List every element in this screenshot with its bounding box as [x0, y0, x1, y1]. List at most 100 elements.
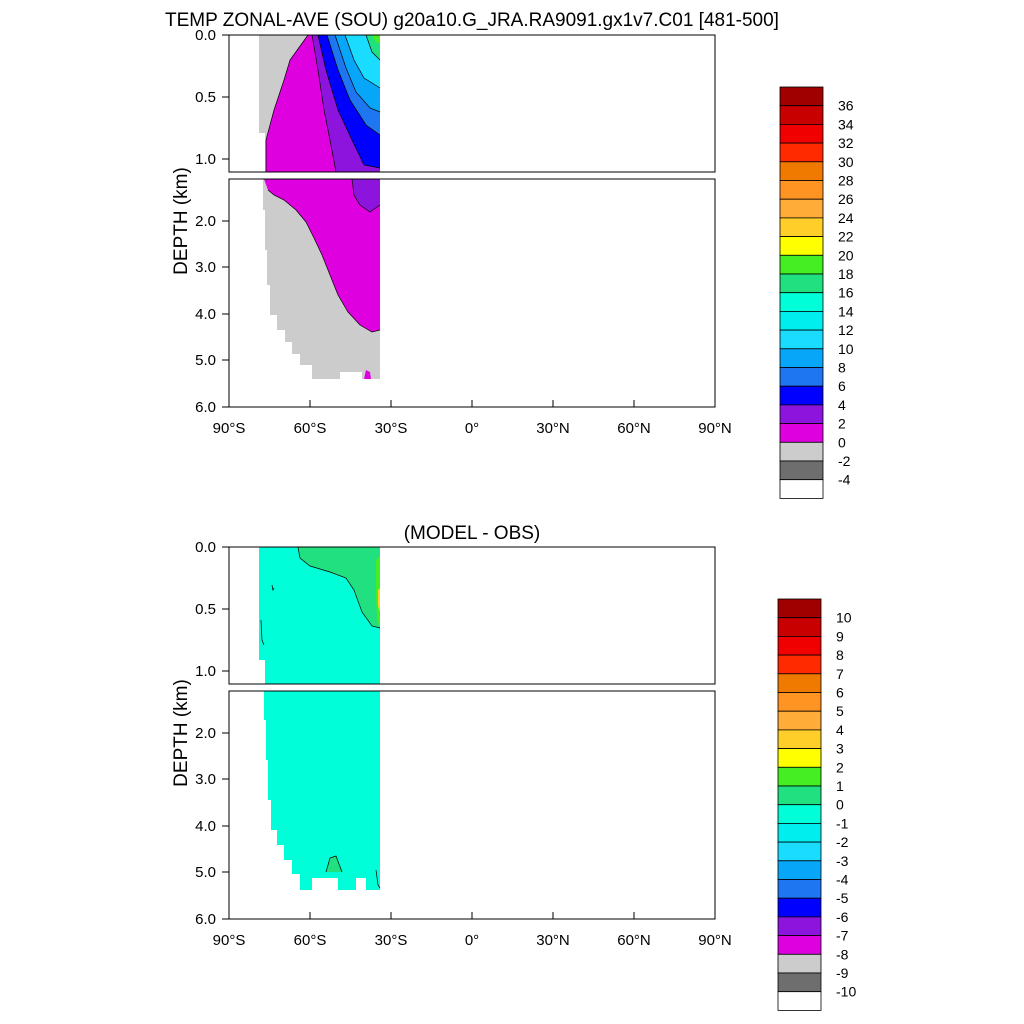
plot2-xtick: 30°S — [375, 932, 408, 949]
colorbar-label: -9 — [836, 965, 849, 981]
region-6-to-8 — [327, 35, 380, 135]
colorbar-swatch — [777, 804, 822, 824]
colorbar-label: -3 — [836, 853, 849, 869]
colorbar-swatch — [777, 617, 822, 637]
plot1-ytick: 0.0 — [195, 27, 216, 44]
plot1-ytick: 0.5 — [195, 89, 216, 106]
colorbar-swatch — [779, 105, 824, 125]
colorbar-swatch — [777, 972, 822, 993]
plot2-ytick: 4.0 — [195, 818, 216, 835]
region-2-to-4-deep — [352, 179, 380, 212]
plot1-ytick: 6.0 — [195, 399, 216, 416]
colorbar-label: 26 — [838, 191, 854, 207]
colorbar-swatch — [777, 785, 822, 806]
colorbar-swatch — [777, 654, 822, 675]
plot2-ytick: 1.0 — [195, 663, 216, 680]
plot1-xtick: 90°N — [698, 420, 732, 437]
plot1-ylabel: DEPTH (km) — [171, 167, 192, 275]
colorbar-label: -8 — [836, 946, 849, 962]
colorbar-swatch — [779, 385, 824, 406]
colorbar-label: 10 — [838, 341, 854, 357]
colorbar-label: -2 — [836, 834, 849, 850]
plot1-xtick: 60°S — [294, 420, 327, 437]
diff-region-0-to-1-blob — [326, 856, 342, 872]
colorbar-label: 2 — [838, 416, 846, 432]
colorbar-swatch — [777, 598, 822, 619]
plot2-y-axis: 0.0 0.5 1.0 2.0 3.0 4.0 5.0 6.0 DEPTH (k… — [171, 539, 229, 928]
colorbar-swatch — [779, 180, 824, 200]
colorbar-label: 1 — [836, 778, 844, 794]
colorbar-swatch — [777, 710, 822, 731]
plot2-upper-frame — [228, 546, 716, 685]
colorbar-swatch — [777, 935, 822, 955]
region-0-to-2 — [266, 35, 336, 172]
plot2-ytick: 3.0 — [195, 771, 216, 788]
plot1-y-axis: 0.0 0.5 1.0 2.0 3.0 4.0 5.0 6.0 DEPTH (k… — [171, 27, 229, 416]
colorbar-swatch — [779, 423, 824, 443]
plot1-xtick: 90°S — [213, 420, 246, 437]
plot2-xtick: 90°S — [213, 932, 246, 949]
plot1-lower-contours — [263, 178, 381, 379]
plot1-upper-frame — [228, 34, 716, 173]
region-8-to-10 — [335, 35, 380, 112]
colorbar-swatch — [777, 841, 822, 862]
plot2-title: (MODEL - OBS) — [404, 523, 541, 544]
colorbar-label: 4 — [838, 397, 846, 413]
plot2-x-axis: 90°S 60°S 30°S 0° 30°N 60°N 90°N — [213, 912, 732, 949]
colorbar-swatch — [779, 404, 824, 424]
colorbar-label: 0 — [838, 434, 846, 450]
colorbar-label: 10 — [836, 610, 852, 626]
colorbar-label: 30 — [838, 154, 854, 170]
plot1-x-axis: 90°S 60°S 30°S 0° 30°N 60°N 90°N — [213, 400, 732, 437]
colorbar-swatch — [779, 367, 824, 387]
colorbar-swatch — [779, 161, 824, 181]
plot1-xtick: 0° — [465, 420, 479, 437]
colorbar-swatch — [777, 879, 822, 899]
colorbar-label: -4 — [838, 472, 851, 488]
colorbar-swatch — [779, 479, 824, 499]
plot1-ytick: 4.0 — [195, 306, 216, 323]
region-2-to-4 — [312, 35, 380, 172]
colorbar-label: 32 — [838, 135, 854, 151]
plot2-ytick: 0.0 — [195, 539, 216, 556]
colorbar-label: 3 — [836, 741, 844, 757]
plot2-ytick: 5.0 — [195, 864, 216, 881]
colorbar-swatch — [779, 292, 824, 312]
colorbar-label: 36 — [838, 98, 854, 114]
colorbar-label: 20 — [838, 247, 854, 263]
colorbar-label: -7 — [836, 928, 849, 944]
diff-region-0-to-1 — [298, 547, 380, 628]
plot1-ytick: 5.0 — [195, 352, 216, 369]
colorbar-label: 5 — [836, 703, 844, 719]
plot1-ytick: 1.0 — [195, 151, 216, 168]
plot1-title: TEMP ZONAL-AVE (SOU) g20a10.G_JRA.RA9091… — [165, 10, 779, 31]
colorbar-swatch — [779, 310, 824, 331]
plot2-ylabel: DEPTH (km) — [171, 679, 192, 787]
region-0-to-2-blob — [364, 370, 371, 379]
colorbar-swatch — [779, 217, 824, 237]
colorbar-swatch — [777, 692, 822, 712]
diff-region-2-to-3 — [378, 588, 380, 612]
plot2-xtick: 60°N — [617, 932, 651, 949]
colorbar-swatch — [777, 766, 822, 787]
colorbar-swatch — [777, 823, 822, 843]
colorbar-swatch — [779, 273, 824, 294]
colorbar-label: 0 — [836, 797, 844, 813]
colorbar-label: -1 — [836, 815, 849, 831]
colorbar-swatch — [777, 953, 822, 974]
colorbar-swatch — [777, 897, 822, 918]
colorbar-label: 24 — [838, 210, 854, 226]
colorbar-swatch — [777, 860, 822, 880]
plot2-lower-contours — [264, 691, 381, 890]
colorbar-label: -6 — [836, 909, 849, 925]
plot2-ytick: 2.0 — [195, 725, 216, 742]
colorbar-swatch — [779, 329, 824, 350]
plot2-xtick: 30°N — [536, 932, 570, 949]
colorbar-label: -2 — [838, 453, 851, 469]
colorbar-swatch — [779, 254, 824, 275]
colorbar-swatch — [779, 460, 824, 481]
region-4-to-6 — [318, 35, 380, 168]
diff-region-neg1-to-0-deep — [264, 691, 380, 890]
